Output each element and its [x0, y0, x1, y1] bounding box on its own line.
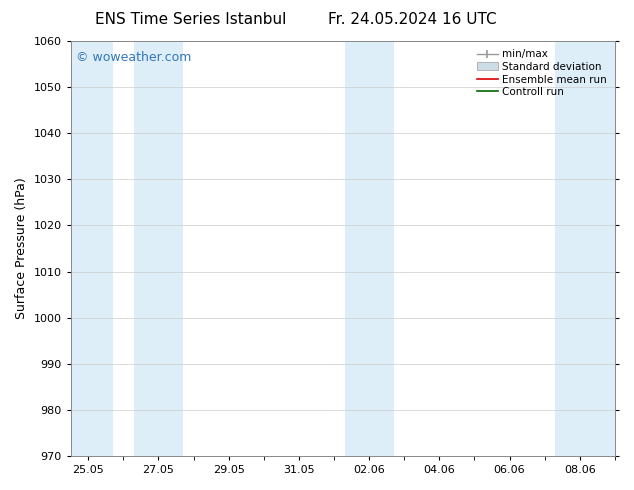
Bar [134, 41, 183, 456]
Text: Fr. 24.05.2024 16 UTC: Fr. 24.05.2024 16 UTC [328, 12, 496, 27]
Bar [555, 41, 615, 456]
Bar [71, 41, 113, 456]
Bar [344, 41, 394, 456]
Legend: min/max, Standard deviation, Ensemble mean run, Controll run: min/max, Standard deviation, Ensemble me… [474, 46, 610, 100]
Y-axis label: Surface Pressure (hPa): Surface Pressure (hPa) [15, 178, 28, 319]
Text: ENS Time Series Istanbul: ENS Time Series Istanbul [94, 12, 286, 27]
Text: © woweather.com: © woweather.com [76, 51, 191, 64]
